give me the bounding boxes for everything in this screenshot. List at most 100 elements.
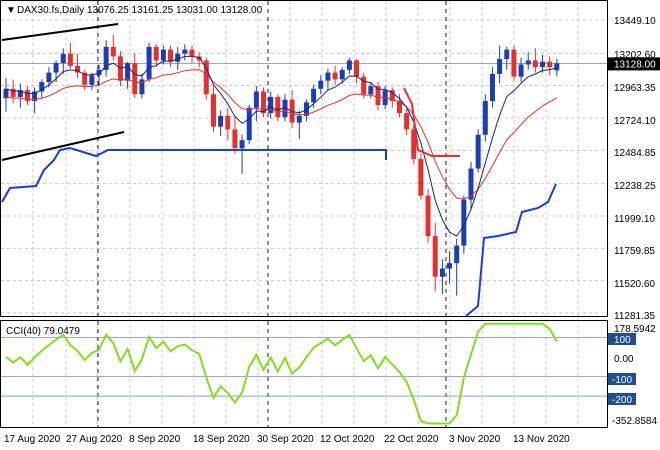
date-tick: 17 Aug 2020 <box>4 434 61 445</box>
candle-body <box>39 82 45 92</box>
candle-body <box>282 99 288 118</box>
cci-tick: -352.8584 <box>612 416 657 427</box>
price-tick: 13202.60 <box>614 50 656 61</box>
candle-body <box>425 195 431 237</box>
candle-body <box>525 60 531 65</box>
channel-lower-line <box>1 131 125 161</box>
candle-body <box>175 53 181 62</box>
candle-body <box>89 75 95 85</box>
price-tick: 12724.10 <box>614 116 656 127</box>
candle-body <box>246 107 252 141</box>
candle-body <box>225 115 231 130</box>
candle-body <box>146 46 152 80</box>
symbol-label: DAX30.fs,Daily <box>17 5 84 16</box>
candle-body <box>10 88 16 97</box>
cci-indicator <box>1 322 607 425</box>
candle-body <box>518 64 524 77</box>
overlays <box>1 23 558 317</box>
candle-body <box>32 91 38 101</box>
candle-body <box>418 159 424 196</box>
candle-body <box>404 113 410 130</box>
candle-body <box>311 88 317 103</box>
date-tick: 3 Nov 2020 <box>449 434 501 445</box>
candle-body <box>3 88 9 99</box>
candle-body <box>275 96 281 118</box>
candle-body <box>210 94 216 127</box>
cci-tick: 100 <box>614 335 631 346</box>
candle-body <box>375 86 381 106</box>
candle-body <box>332 72 338 80</box>
candle-body <box>168 49 174 62</box>
price-tick: 11520.60 <box>614 279 655 290</box>
candle-body <box>239 140 245 149</box>
candle-body <box>447 263 453 269</box>
candle-body <box>540 61 546 68</box>
price-axis: 13449.10 13202.60 12963.35 12724.10 1248… <box>614 16 656 322</box>
date-axis: 17 Aug 2020 27 Aug 2020 8 Sep 2020 18 Se… <box>4 434 570 445</box>
candle-body <box>504 49 510 60</box>
candle-body <box>389 90 395 101</box>
candle-body <box>24 90 30 101</box>
candle-body <box>325 72 331 81</box>
candle-body <box>182 49 188 54</box>
resistance-stop-line <box>403 87 460 157</box>
candle-body <box>203 60 209 95</box>
candle-body <box>468 168 474 200</box>
support-stop-line <box>1 146 387 203</box>
candle-body <box>368 86 374 95</box>
price-tick: 12963.35 <box>614 83 656 94</box>
candle-body <box>489 73 495 101</box>
cci-tick: -200 <box>612 395 632 406</box>
candle-body <box>461 199 467 246</box>
candle-body <box>125 63 131 81</box>
candle-body <box>189 49 195 57</box>
candle-body <box>253 91 259 108</box>
candle-body <box>475 134 481 169</box>
price-tag: 13128.00 <box>608 57 660 70</box>
candle-body <box>153 46 159 61</box>
date-tick: 12 Oct 2020 <box>320 434 375 445</box>
candle-body <box>497 59 503 74</box>
candle-body <box>532 60 538 68</box>
cci-panel-frame <box>0 320 608 428</box>
candles <box>3 34 560 296</box>
dropdown-arrow-icon[interactable]: ▼ <box>6 5 16 16</box>
candle-body <box>46 72 52 83</box>
date-tick: 18 Sep 2020 <box>193 434 250 445</box>
candle-body <box>361 76 367 95</box>
candle-body <box>53 63 59 73</box>
main-panel-frame <box>0 0 608 317</box>
channel-upper-line <box>1 23 119 41</box>
date-tick: 27 Aug 2020 <box>66 434 123 445</box>
candle-body <box>411 129 417 160</box>
candle-body <box>261 91 267 114</box>
fast-moving-average <box>5 55 557 237</box>
candle-body <box>396 100 402 114</box>
candle-body <box>132 63 138 95</box>
candle-body <box>339 69 345 80</box>
candle-body <box>439 268 445 277</box>
date-tick: 8 Sep 2020 <box>129 434 181 445</box>
price-tick: 11999.10 <box>614 214 655 225</box>
date-tick: 22 Oct 2020 <box>384 434 439 445</box>
candle-body <box>303 102 309 116</box>
price-tick: 11759.85 <box>614 246 655 257</box>
candle-body <box>547 61 553 68</box>
candle-body <box>318 80 324 89</box>
cci-line <box>5 322 558 425</box>
price-tick: 12484.85 <box>614 148 656 159</box>
cci-tick: -100 <box>612 375 632 386</box>
slow-moving-average <box>5 69 558 200</box>
candle-body <box>160 49 166 61</box>
price-tag-text: 13128.00 <box>614 59 656 70</box>
candle-body <box>454 245 460 264</box>
candle-body <box>96 69 102 76</box>
candle-body <box>554 63 560 71</box>
price-tick: 11281.35 <box>614 311 655 322</box>
grid <box>1 1 607 427</box>
trailing-stop-line <box>465 183 557 317</box>
candle-body <box>268 96 274 114</box>
date-tick: 30 Sep 2020 <box>257 434 314 445</box>
